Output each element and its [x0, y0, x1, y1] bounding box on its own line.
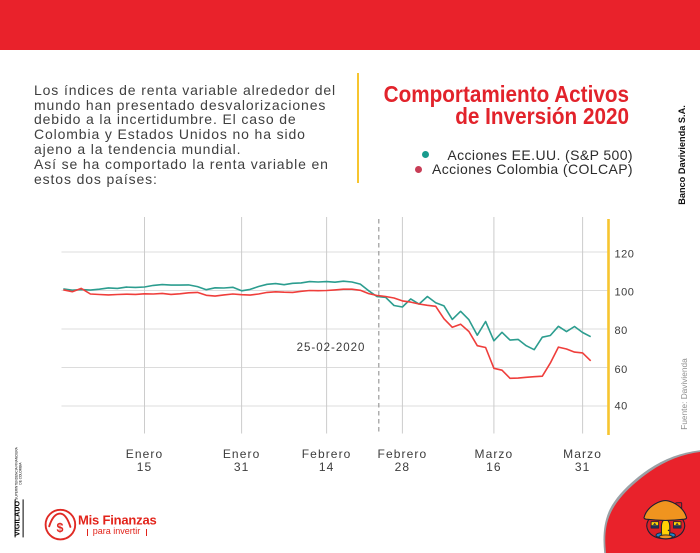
svg-text:Marzo: Marzo — [474, 447, 513, 461]
svg-text:16: 16 — [486, 460, 502, 474]
svg-text:60: 60 — [615, 364, 628, 376]
svg-text:31: 31 — [575, 460, 591, 474]
svg-text:Febrero: Febrero — [378, 447, 428, 461]
svg-text:Mis Finanzas: Mis Finanzas — [78, 512, 157, 527]
svg-text:120: 120 — [615, 249, 635, 261]
svg-text:15: 15 — [137, 460, 153, 474]
svg-text:14: 14 — [319, 460, 335, 474]
svg-text:$: $ — [57, 521, 64, 535]
svg-text:31: 31 — [234, 460, 250, 474]
svg-text:Marzo: Marzo — [563, 447, 602, 461]
svg-text:28: 28 — [395, 460, 411, 474]
svg-text:25-02-2020: 25-02-2020 — [297, 342, 366, 354]
svg-text:Febrero: Febrero — [302, 447, 352, 461]
svg-text:100: 100 — [615, 287, 635, 299]
svg-text:40: 40 — [615, 400, 628, 412]
svg-text:Enero: Enero — [126, 447, 164, 461]
svg-text:Enero: Enero — [223, 447, 261, 461]
svg-text:80: 80 — [615, 325, 628, 337]
